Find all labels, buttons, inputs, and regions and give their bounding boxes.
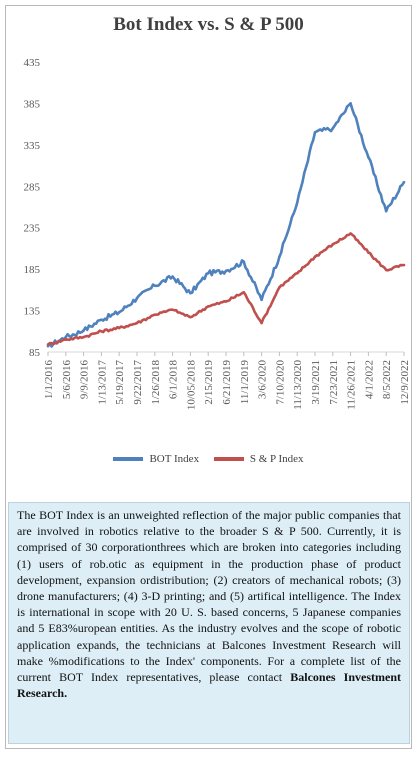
y-tick-label: 135 — [24, 306, 41, 318]
x-tick-label: 7/10/2020 — [274, 360, 286, 405]
x-tick-label: 3/6/2020 — [257, 360, 269, 400]
x-tick-label: 10/05/2018 — [185, 360, 197, 411]
x-tick-label: 11/13/2020 — [292, 360, 304, 410]
data-point — [295, 271, 299, 275]
x-tick-label: 1/26/2018 — [150, 360, 162, 405]
x-tick-label: 5/19/2017 — [114, 360, 126, 405]
data-point — [260, 321, 263, 325]
data-point — [402, 180, 406, 184]
x-tick-label: 8/5/2022 — [381, 360, 393, 399]
data-point — [402, 263, 406, 267]
data-point — [242, 260, 246, 263]
data-point — [206, 271, 210, 275]
data-point — [313, 255, 317, 259]
data-point — [64, 338, 68, 341]
data-point — [224, 300, 228, 303]
legend-label-sp: S & P Index — [249, 453, 304, 465]
x-tick-label: 9/22/2017 — [132, 360, 144, 405]
x-tick-label: 12/9/2022 — [399, 360, 411, 405]
contact-company: Balcones Investment Research. — [17, 670, 401, 701]
x-tick-label: 9/9/2016 — [79, 360, 91, 400]
data-point — [242, 291, 246, 294]
x-tick-label: 1/1/2016 — [43, 360, 55, 400]
x-tick-label: 6/21/2019 — [221, 360, 233, 405]
x-tick-label: 5/6/2016 — [61, 360, 73, 400]
data-point — [135, 321, 139, 325]
series-lines — [46, 102, 406, 348]
y-tick-label: 235 — [24, 223, 41, 235]
series-line-sp-index — [47, 232, 405, 346]
y-axis: 85 135 185 235 285 335 385 435 — [24, 57, 41, 359]
data-point — [82, 335, 85, 339]
data-point — [206, 305, 210, 308]
chart-title: Bot Index vs. S & P 500 — [113, 14, 304, 35]
data-point — [367, 251, 370, 254]
data-point — [117, 326, 121, 330]
data-point — [153, 313, 157, 317]
x-tick-label: 6/1/2018 — [168, 360, 180, 400]
x-tick-label: 2/15/2019 — [203, 360, 215, 405]
x-tick-label: 4/1/2022 — [363, 360, 375, 399]
legend: BOT Index S & P Index — [0, 452, 417, 465]
y-tick-label: 85 — [29, 347, 41, 359]
data-point — [171, 308, 174, 312]
data-point — [64, 335, 68, 339]
data-point — [367, 155, 370, 159]
x-tick-label: 11/1/2019 — [239, 360, 251, 405]
data-point — [384, 209, 388, 213]
data-point — [224, 269, 228, 273]
data-point — [153, 284, 157, 288]
data-point — [384, 268, 388, 272]
data-point — [135, 296, 139, 300]
data-point — [331, 242, 335, 246]
data-point — [100, 329, 103, 333]
x-tick-label: 11/26/2021 — [346, 360, 358, 410]
legend-swatch-sp — [213, 457, 244, 461]
data-point — [117, 310, 121, 314]
data-point — [189, 315, 192, 319]
series-line-bot-index — [46, 102, 406, 348]
legend-label-bot: BOT Index — [149, 453, 200, 465]
y-tick-label: 285 — [24, 181, 41, 193]
data-point — [171, 275, 174, 278]
data-point — [295, 201, 299, 205]
data-point — [278, 286, 281, 289]
data-point — [260, 298, 263, 302]
legend-item-sp: S & P Index — [213, 453, 304, 465]
x-axis: 1/1/2016 5/6/2016 9/9/2016 1/13/2017 5/19/20… — [43, 351, 411, 411]
data-point — [349, 102, 352, 105]
legend-item-bot: BOT Index — [113, 453, 199, 465]
y-tick-label: 335 — [24, 140, 41, 152]
y-tick-label: 185 — [24, 264, 41, 276]
legend-swatch-bot — [113, 457, 144, 461]
description-box: The BOT Index is an unweighted reflectio… — [8, 502, 410, 744]
data-point — [278, 255, 281, 259]
data-point — [100, 318, 103, 321]
data-point — [82, 329, 85, 332]
x-tick-label: 3/19/2021 — [310, 360, 322, 405]
x-tick-label: 7/23/2021 — [328, 360, 340, 405]
data-point — [349, 232, 352, 235]
y-tick-label: 385 — [24, 98, 41, 110]
description-paragraph: The BOT Index is an unweighted reflectio… — [17, 508, 401, 685]
x-tick-label: 1/13/2017 — [96, 360, 108, 405]
data-point — [189, 291, 192, 295]
data-point — [313, 131, 317, 134]
line-chart: 85 135 185 235 285 335 385 435 1/1/2016 5/6/2016… — [24, 57, 412, 411]
data-point — [46, 343, 50, 346]
data-point — [331, 126, 335, 130]
y-tick-label: 435 — [24, 57, 41, 69]
